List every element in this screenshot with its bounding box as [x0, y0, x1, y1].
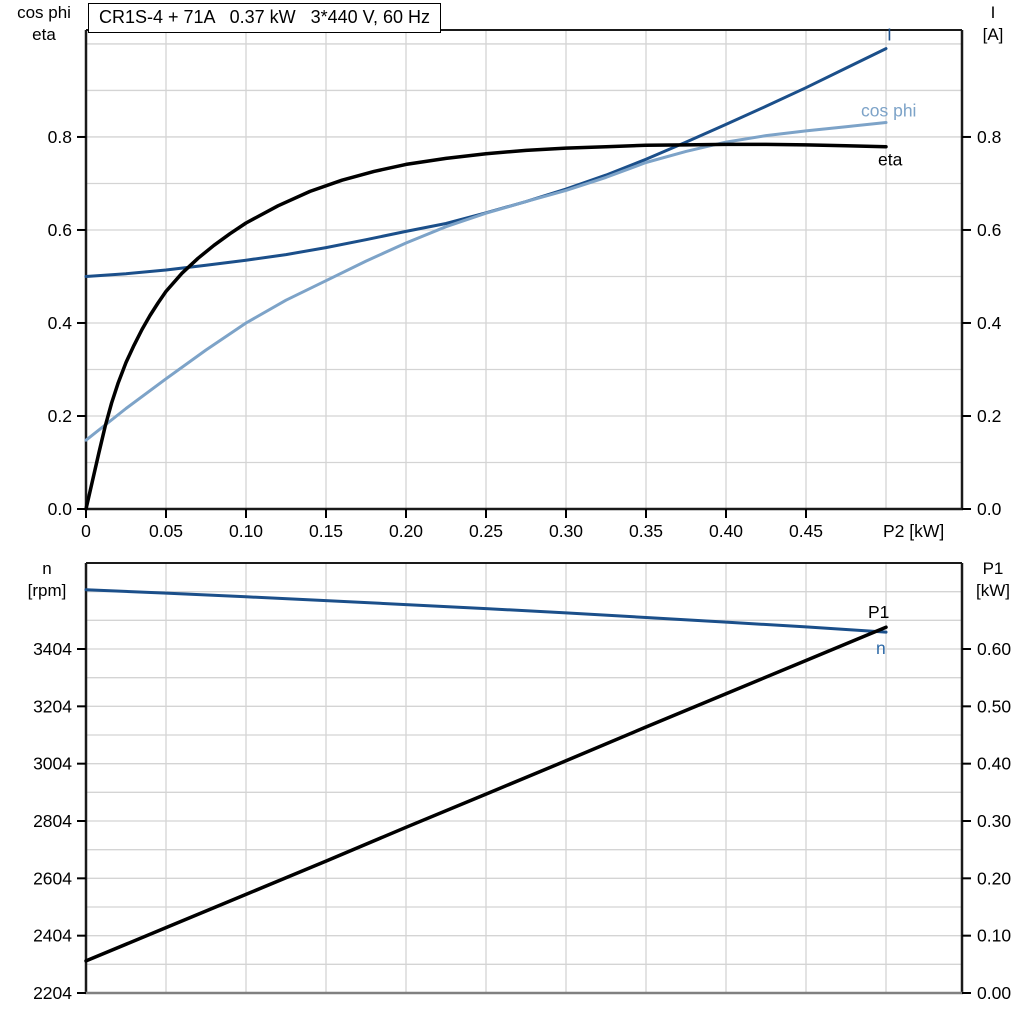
series-n-curve: [84, 588, 888, 634]
chart1-left-tick-label: 2204: [33, 983, 72, 1003]
chart0-right-tick-label: 0.6: [977, 220, 1001, 240]
chart0-x-tick-label: 0.40: [709, 521, 743, 541]
chart0-left-tick-label: 0.8: [48, 127, 72, 147]
series-eta-curve: [84, 142, 888, 511]
chart0-x-tick-label: 0.05: [149, 521, 183, 541]
chart0-right-tick-label: 0.0: [977, 499, 1002, 519]
chart0-right-tick-label: 0.8: [977, 127, 1001, 147]
top-chart-right-axis-title: I [A]: [964, 2, 1022, 46]
bottom-chart-right-axis-title-line2: [kW]: [976, 581, 1010, 600]
chart0-x-tick-label: 0.45: [789, 521, 823, 541]
series-eta-label: eta: [878, 150, 903, 170]
chart1-right-tick-label: 0.30: [977, 811, 1011, 831]
series-I-label: I: [887, 25, 892, 45]
chart1-right-tick-label: 0.40: [977, 754, 1011, 774]
chart0-x-tick-label: 0.30: [549, 521, 583, 541]
chart0-right-tick-label: 0.4: [977, 313, 1002, 333]
bottom-chart-right-axis-title-line1: P1: [982, 559, 1004, 578]
top-chart-left-axis-title-line1: cos phi: [17, 3, 71, 22]
series-n-label: n: [876, 638, 886, 658]
chart0-left-tick-label: 0.0: [48, 499, 73, 519]
chart0-x-tick-label: 0.20: [389, 521, 423, 541]
chart1-right-tick-label: 0.60: [977, 639, 1011, 659]
chart0-x-tick-label: 0.25: [469, 521, 503, 541]
chart0-x-tick-label: 0.10: [229, 521, 263, 541]
top-chart-right-axis-title-line2: [A]: [982, 25, 1004, 44]
top-chart-left-axis-title: cos phi eta: [2, 2, 86, 46]
chart-title: CR1S-4 + 71A 0.37 kW 3*440 V, 60 Hz: [88, 3, 442, 33]
chart0-left-tick-label: 0.6: [48, 220, 72, 240]
chart1-right-tick-label: 0.10: [977, 926, 1011, 946]
chart1-left-tick-label: 3204: [33, 696, 72, 716]
chart0-x-tick-label: 0.35: [629, 521, 663, 541]
bottom-chart-left-axis-title-line2: [rpm]: [27, 581, 67, 600]
chart1-left-tick-label: 3004: [33, 754, 72, 774]
chart1-left-tick-label: 2604: [33, 868, 72, 888]
chart1-right-tick-label: 0.00: [977, 983, 1011, 1003]
chart1-right-tick-label: 0.20: [977, 868, 1011, 888]
chart1-left-tick-label: 2804: [33, 811, 72, 831]
chart1-left-tick-label: 3404: [33, 639, 72, 659]
series-P1-label: P1: [868, 602, 889, 622]
chart1-left-tick-label: 2404: [33, 926, 72, 946]
chart0-left-tick-label: 0.4: [48, 313, 73, 333]
bottom-chart-right-axis-title: P1 [kW]: [964, 558, 1022, 602]
bottom-chart-left-axis-title: n [rpm]: [8, 558, 86, 602]
chart1-right-tick-label: 0.50: [977, 696, 1011, 716]
chart0-x-axis-label: P2 [kW]: [883, 521, 944, 541]
series-cos-phi-label: cos phi: [861, 101, 916, 121]
chart0-right-tick-label: 0.2: [977, 406, 1001, 426]
top-chart-right-axis-title-line1: I: [990, 3, 996, 22]
series-P1-curve: [84, 625, 888, 963]
series-cos-phi-curve: [84, 121, 888, 442]
chart0-left-tick-label: 0.2: [48, 406, 72, 426]
top-chart-left-axis-title-line2: eta: [32, 25, 56, 44]
chart0-x-tick-label: 0: [81, 521, 91, 541]
bottom-chart-left-axis-title-line1: n: [42, 559, 52, 578]
chart0-x-tick-label: 0.15: [309, 521, 343, 541]
